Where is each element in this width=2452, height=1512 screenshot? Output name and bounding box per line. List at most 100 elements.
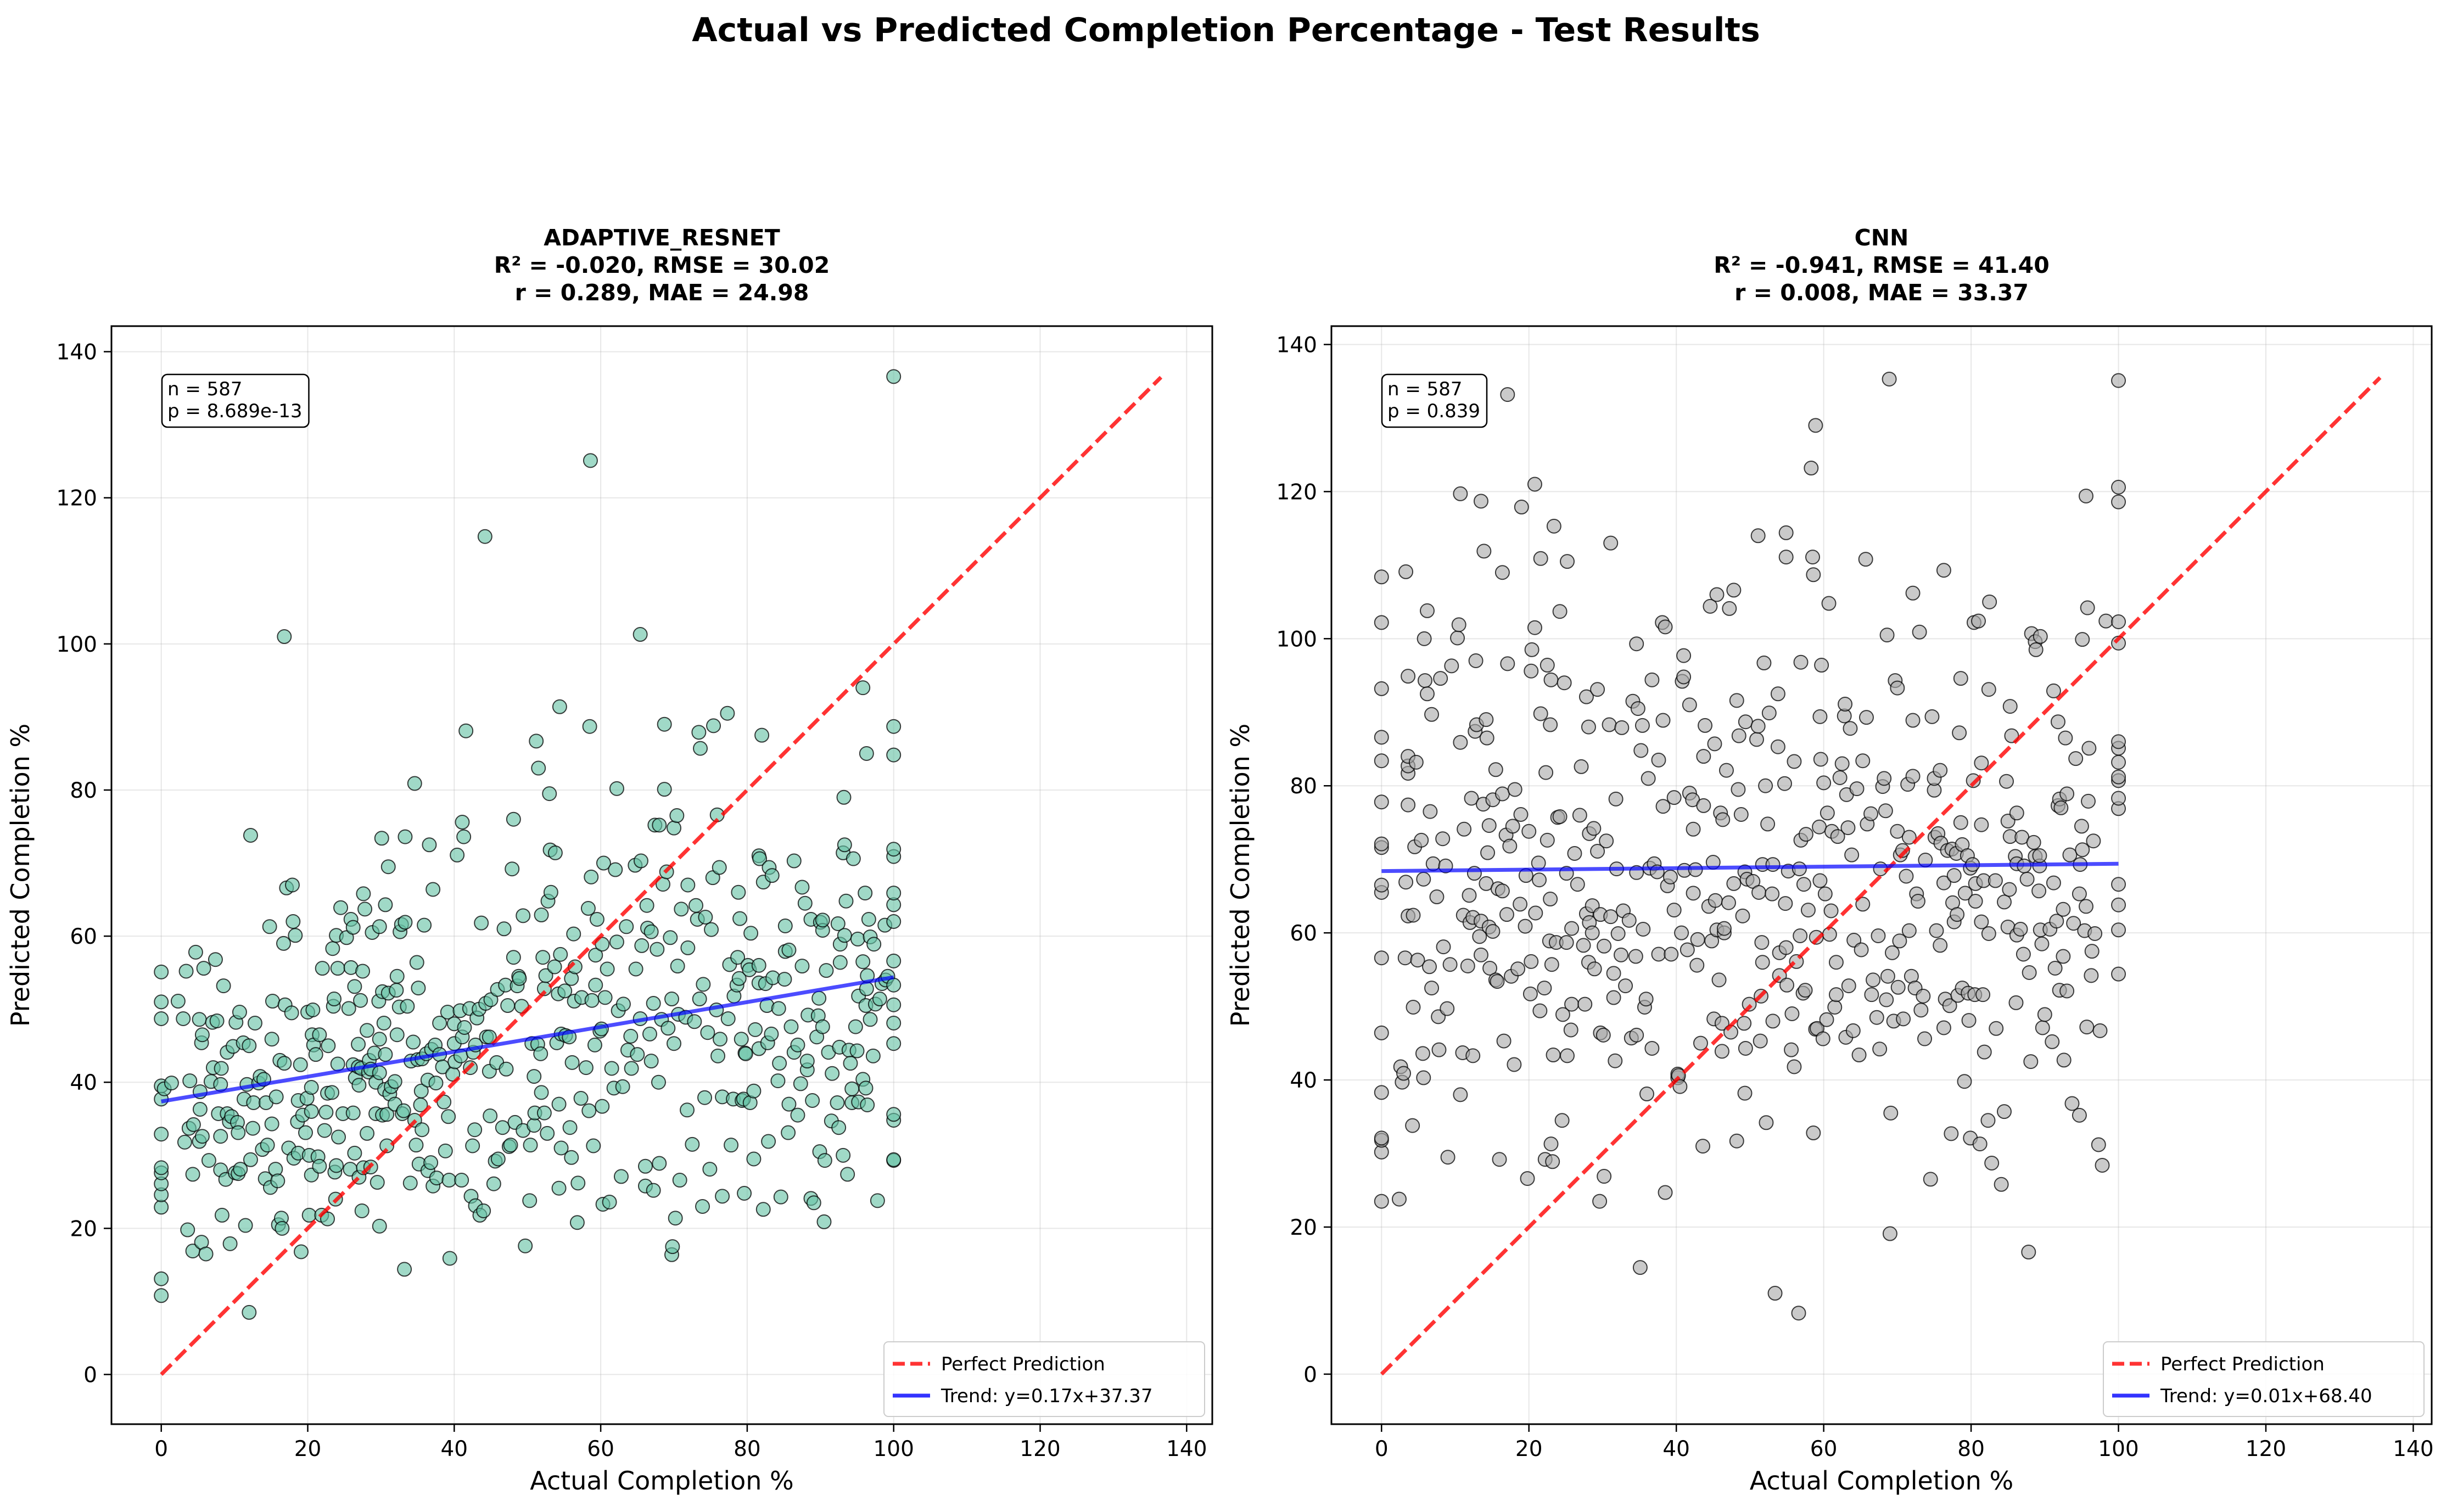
scatter-point <box>669 808 685 824</box>
scatter-point <box>674 901 689 917</box>
scatter-point <box>1798 827 1813 842</box>
scatter-point <box>1933 938 1948 953</box>
scatter-point <box>569 1215 585 1230</box>
scatter-point <box>1597 1169 1612 1184</box>
scatter-point <box>790 1107 805 1123</box>
scatter-point <box>1854 942 1869 957</box>
scatter-point <box>456 829 472 844</box>
scatter-point <box>633 853 648 869</box>
scatter-point <box>320 1211 335 1227</box>
scatter-point <box>457 1020 472 1035</box>
scatter-point <box>265 994 280 1009</box>
scatter-point <box>1602 717 1617 732</box>
scatter-point <box>428 1076 444 1091</box>
y-tick-label: 20 <box>1290 1216 1317 1240</box>
scatter-point <box>1838 697 1853 712</box>
scatter-point <box>836 1147 851 1163</box>
scatter-point <box>685 1136 700 1152</box>
scatter-point <box>1977 1044 1992 1060</box>
scatter-point <box>2111 877 2126 892</box>
scatter-point <box>855 954 871 970</box>
scatter-point <box>660 1021 676 1036</box>
scatter-point <box>781 942 797 957</box>
scatter-point <box>1567 845 1582 861</box>
scatter-point <box>293 1057 308 1072</box>
scatter-point <box>1559 935 1574 950</box>
scatter-point <box>185 1167 200 1182</box>
scatter-point <box>1779 977 1795 993</box>
scatter-point <box>1651 752 1666 768</box>
scatter-point <box>1676 648 1692 663</box>
scatter-point <box>1538 765 1554 780</box>
scatter-point <box>712 860 727 875</box>
scatter-point <box>1980 1113 1996 1128</box>
scatter-point <box>397 1262 412 1277</box>
scatter-point <box>423 1155 439 1171</box>
scatter-point <box>531 760 546 776</box>
scatter-point <box>164 1076 179 1091</box>
scatter-point <box>538 968 553 983</box>
panel-subtitle-correlation: r = 0.289, MAE = 24.98 <box>515 279 809 306</box>
scatter-point <box>713 1032 728 1047</box>
scatter-point <box>886 842 902 857</box>
scatter-point <box>304 1080 319 1095</box>
scatter-point <box>198 1246 214 1262</box>
scatter-point <box>1680 942 1695 957</box>
scatter-point <box>154 1127 169 1142</box>
scatter-point <box>781 1096 797 1112</box>
scatter-point <box>2098 613 2114 629</box>
scatter-point <box>208 952 223 967</box>
scatter-point <box>624 1061 639 1076</box>
scatter-point <box>815 1019 830 1034</box>
stats-box-frame <box>1381 373 1488 428</box>
scatter-point <box>580 901 596 916</box>
scatter-point <box>670 959 685 974</box>
scatter-point <box>1374 794 1389 810</box>
scatter-point <box>214 1061 229 1076</box>
scatter-point <box>886 997 902 1012</box>
scatter-point <box>1502 838 1518 854</box>
scatter-point <box>668 1211 683 1226</box>
scatter-point <box>637 1158 653 1174</box>
scatter-point <box>1564 921 1580 936</box>
scatter-point <box>2009 805 2024 821</box>
scatter-point <box>378 897 393 912</box>
scatter-point <box>886 719 902 734</box>
scatter-point <box>201 1153 216 1168</box>
scatter-point <box>2084 944 2100 959</box>
scatter-point <box>182 1073 198 1089</box>
y-tick-label: 20 <box>70 1217 97 1241</box>
scatter-point <box>1590 843 1605 859</box>
scatter-point <box>1817 886 1833 901</box>
scatter-point <box>1655 713 1671 728</box>
figure-title: Actual vs Predicted Completion Percentag… <box>692 11 1760 49</box>
scatter-point <box>1952 725 1967 741</box>
scatter-point <box>632 627 648 642</box>
scatter-point <box>1440 1150 1455 1165</box>
scatter-point <box>551 1096 567 1112</box>
scatter-point <box>1778 550 1794 565</box>
scatter-point <box>1750 528 1766 544</box>
scatter-point <box>1877 771 1892 786</box>
scatter-point <box>209 1013 225 1028</box>
scatter-point <box>646 1183 661 1198</box>
scatter-point <box>486 1176 501 1191</box>
scatter-point <box>1974 817 1989 832</box>
scatter-point <box>738 1046 753 1061</box>
scatter-point <box>1499 907 1514 922</box>
scatter-point <box>1929 923 1944 938</box>
scatter-point <box>588 948 603 963</box>
scatter-point <box>1953 815 1968 830</box>
x-tick-label: 80 <box>734 1437 761 1461</box>
scatter-point <box>751 957 766 973</box>
y-tick-label: 0 <box>83 1363 97 1388</box>
scatter-point <box>1812 709 1828 724</box>
panel-subtitle-metrics: R² = -0.020, RMSE = 30.02 <box>494 252 830 278</box>
scatter-point <box>643 924 659 939</box>
scatter-point <box>1910 894 1925 909</box>
scatter-point <box>1577 996 1593 1012</box>
scatter-point <box>1971 613 1986 629</box>
scatter-point <box>1417 673 1432 688</box>
